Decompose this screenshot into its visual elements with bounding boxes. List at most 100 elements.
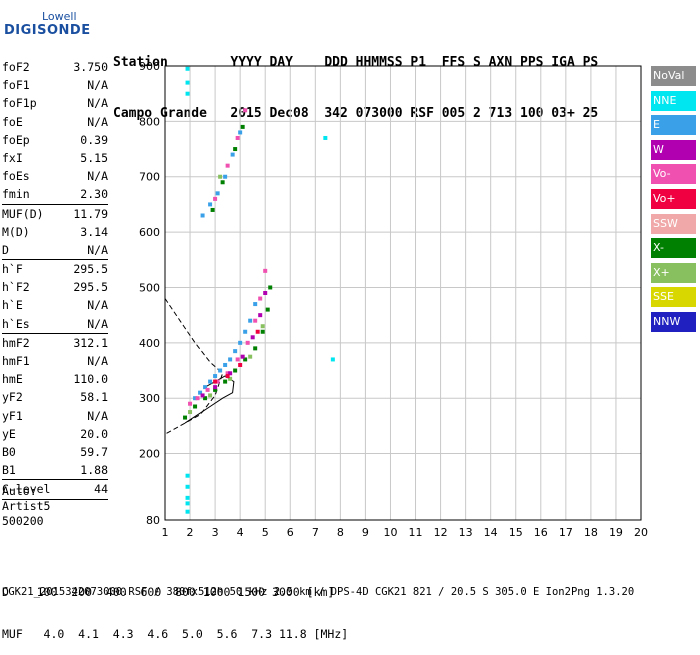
x-tick-label: 17 <box>559 526 573 539</box>
echo-point <box>215 191 220 196</box>
echo-point <box>233 349 238 354</box>
param-name: yE <box>2 426 16 441</box>
param-row: hmE 110.0 <box>2 370 108 388</box>
ionogram-chart: 1 2 3 4 5 6 7 8 9 10 11 12 13 14 15 16 17 18 19 20802003004… <box>139 60 648 539</box>
param-value: N/A <box>87 408 108 423</box>
param-row: hmF2 312.1 <box>2 334 108 352</box>
param-value: N/A <box>87 316 108 331</box>
echo-point <box>183 415 188 420</box>
footer-muf-line: MUF 4.0 4.1 4.3 4.6 5.0 5.6 7.3 11.8 [MH… <box>2 627 349 641</box>
param-name: MUF(D) <box>2 206 44 221</box>
parameter-table: foF2 3.750 foF1 N/A foF1p N/A foE N/A foEp 0.39 fx… <box>2 58 108 500</box>
echo-point <box>220 180 225 185</box>
legend-entry: NNW <box>651 311 696 332</box>
echo-point <box>248 354 253 359</box>
echo-point <box>205 387 210 392</box>
y-tick-label: 800 <box>139 115 160 128</box>
echo-point <box>243 357 248 362</box>
echo-point <box>225 163 230 168</box>
echo-point <box>200 213 205 218</box>
param-name: h`Es <box>2 316 30 331</box>
param-name: h`E <box>2 298 23 313</box>
param-row: M(D) 3.14 <box>2 223 108 241</box>
echo-point <box>223 174 228 179</box>
param-separator <box>2 498 108 500</box>
echo-point <box>258 313 263 318</box>
echo-point <box>260 329 265 334</box>
echo-point <box>185 66 190 71</box>
param-name: yF2 <box>2 390 23 405</box>
echo-point <box>243 108 248 113</box>
echo-point <box>238 340 243 345</box>
param-value: 295.5 <box>73 280 108 295</box>
param-name: B0 <box>2 444 16 459</box>
param-separator <box>2 479 108 481</box>
param-value: 44 <box>94 482 108 497</box>
echo-point <box>243 329 248 334</box>
param-row: B1 1.88 <box>2 461 108 479</box>
param-name: foF1 <box>2 78 30 93</box>
param-row: h`F 295.5 <box>2 260 108 278</box>
echo-point <box>233 368 238 373</box>
param-value: 58.1 <box>80 390 108 405</box>
legend-entry: X- <box>651 238 696 259</box>
y-tick-label: 900 <box>139 60 160 73</box>
echo-point <box>213 374 218 379</box>
auto-line3: 500200 <box>2 514 44 528</box>
echo-point <box>235 357 240 362</box>
param-name: foF2 <box>2 60 30 74</box>
x-tick-label: 6 <box>287 526 294 539</box>
lowell-digisonde-logo: Lowell DIGISONDE <box>4 10 90 44</box>
echo-point <box>193 404 198 409</box>
echo-point <box>188 401 193 406</box>
echo-point <box>218 174 223 179</box>
param-value: 5.15 <box>80 150 108 165</box>
param-value: N/A <box>87 78 108 93</box>
x-tick-label: 13 <box>459 526 473 539</box>
param-value: 0.39 <box>80 132 108 147</box>
y-tick-label: 300 <box>139 392 160 405</box>
x-tick-label: 8 <box>337 526 344 539</box>
echo-point <box>188 410 193 415</box>
echo-point <box>258 296 263 301</box>
param-value: 11.79 <box>73 206 108 221</box>
echo-point <box>213 385 218 390</box>
echo-point <box>223 362 228 367</box>
y-tick-label: 600 <box>139 226 160 239</box>
echo-point <box>330 357 335 362</box>
param-value: N/A <box>87 242 108 257</box>
dashed-profile-line <box>164 298 224 435</box>
echo-point <box>215 379 220 384</box>
echo-point <box>240 354 245 359</box>
param-name: B1 <box>2 463 16 478</box>
param-value: 312.1 <box>73 335 108 350</box>
param-row: C-level 44 <box>2 480 108 498</box>
echo-point <box>265 307 270 312</box>
echo-point <box>223 379 228 384</box>
polarization-legend: NoVal NNE E W Vo- Vo+ SSW X- X+ SSE NNW <box>651 66 696 337</box>
echo-point <box>263 291 268 295</box>
param-name: hmF2 <box>2 335 30 350</box>
param-value: N/A <box>87 114 108 129</box>
legend-entry: X+ <box>651 262 696 283</box>
x-tick-label: 3 <box>212 526 219 539</box>
param-value: N/A <box>87 354 108 368</box>
logo-line1: Lowell <box>42 10 77 23</box>
param-row: D N/A <box>2 241 108 259</box>
param-row: h`F2 295.5 <box>2 278 108 296</box>
echo-point <box>250 335 255 340</box>
legend-entry: E <box>651 115 696 136</box>
param-row: yE 20.0 <box>2 425 108 443</box>
echo-point <box>195 396 200 401</box>
echo-point <box>203 396 208 401</box>
echo-point <box>245 340 250 345</box>
param-row: foEs N/A <box>2 167 108 185</box>
param-row: foE N/A <box>2 113 108 131</box>
y-tick-label: 80 <box>146 514 160 527</box>
echo-point <box>323 135 328 140</box>
echo-point <box>213 379 218 384</box>
x-tick-label: 16 <box>534 526 548 539</box>
param-row: foF1p N/A <box>2 94 108 112</box>
footer-d-line: D 100 200 400 600 800 1000 1500 3000 [km… <box>2 585 335 599</box>
param-row: hmF1 N/A <box>2 352 108 370</box>
